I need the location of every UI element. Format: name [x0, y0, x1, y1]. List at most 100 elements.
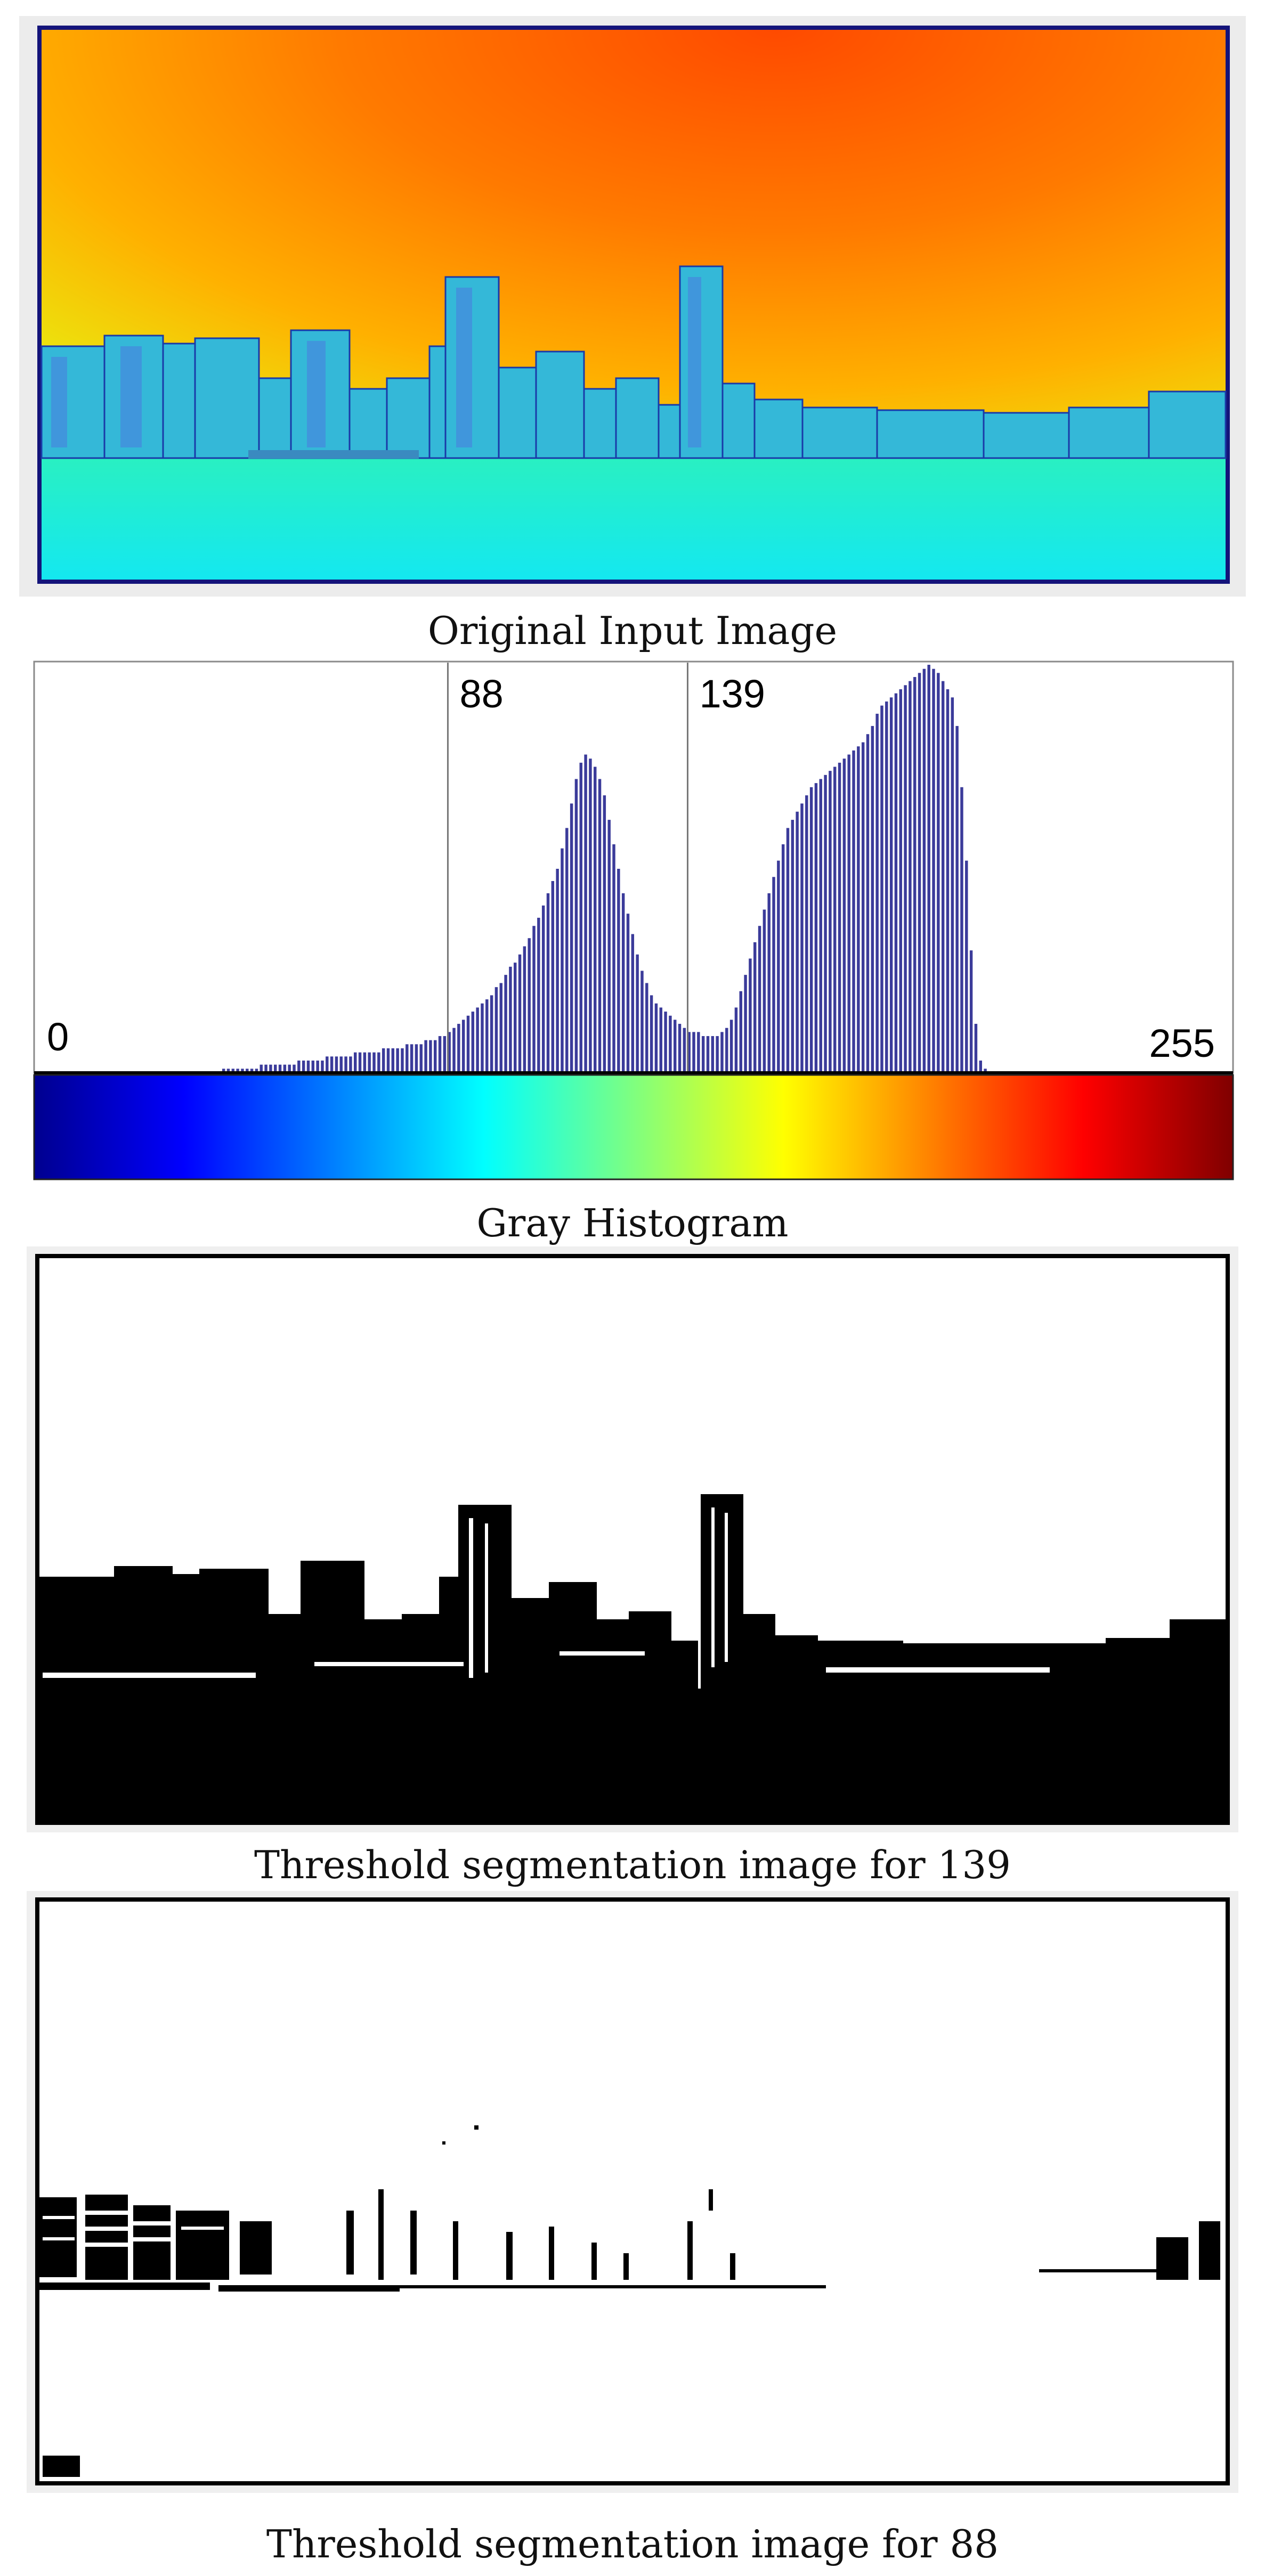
histogram-bar [481, 1003, 484, 1073]
histogram-bar [504, 975, 507, 1073]
histogram-bar [372, 1052, 376, 1073]
histogram-bar [424, 1040, 427, 1073]
histogram-bar [711, 1036, 715, 1073]
histogram-bar [448, 1032, 451, 1073]
histogram-bar [979, 1061, 982, 1073]
histogram-bar [532, 926, 536, 1073]
histogram-bar [692, 1032, 695, 1073]
histogram-bar [561, 848, 564, 1073]
seg139-panel [27, 1246, 1238, 1832]
histogram-bar [269, 1064, 272, 1073]
histogram-bar [476, 1007, 479, 1073]
histogram-bar [814, 783, 818, 1073]
histogram-bar [838, 762, 841, 1073]
histogram-bar [734, 1007, 738, 1073]
histogram-bar [466, 1015, 470, 1073]
histogram-bar [368, 1052, 371, 1073]
histogram-bar [551, 881, 555, 1073]
histogram-bar [809, 787, 813, 1073]
histogram-bar [678, 1024, 682, 1073]
histogram-bar [556, 869, 559, 1073]
histogram-bar [847, 754, 850, 1073]
histogram-bar [574, 779, 578, 1073]
histogram-bar [626, 914, 630, 1073]
histogram-bar [617, 869, 620, 1073]
histogram-bar [960, 787, 963, 1073]
histogram-bar [246, 1069, 249, 1073]
histogram-bar [415, 1044, 418, 1073]
histogram-bar [984, 1069, 987, 1073]
threshold-label-88: 88 [459, 672, 503, 716]
histogram-bar [396, 1048, 399, 1073]
histogram-bar [264, 1064, 267, 1073]
histogram-bar [598, 779, 602, 1073]
histogram-bar [584, 754, 587, 1073]
histogram-bar [800, 803, 804, 1073]
histogram-panel: 88 139 0 255 [33, 661, 1234, 1183]
histogram-bar [330, 1056, 334, 1073]
histogram-bar [969, 950, 973, 1073]
histogram-bar [311, 1061, 315, 1073]
histogram-bar [419, 1044, 423, 1073]
histogram-bar [382, 1048, 385, 1073]
histogram-bar [716, 1036, 719, 1073]
segmentation-image-139 [35, 1254, 1230, 1825]
histogram-bar [894, 693, 898, 1073]
histogram-bar [791, 820, 794, 1073]
histogram-bar [514, 963, 517, 1073]
caption-original: Original Input Image [427, 608, 838, 653]
histogram-bar [485, 999, 489, 1073]
histogram-bar [904, 685, 907, 1073]
histogram-bar [401, 1048, 404, 1073]
histogram-bar [781, 844, 785, 1073]
histogram-bar [909, 681, 912, 1073]
histogram-bar [528, 938, 531, 1073]
histogram-bar [589, 759, 592, 1073]
histogram-bar [612, 844, 615, 1073]
histogram-bar [344, 1056, 347, 1073]
histogram-bar [443, 1036, 447, 1073]
histogram-bar [753, 942, 757, 1073]
histogram-bar [922, 669, 926, 1073]
histogram-bar [857, 746, 860, 1073]
histogram-bar [523, 946, 526, 1073]
histogram-bar [683, 1028, 686, 1073]
original-image-panel [19, 16, 1246, 597]
histogram-bar [796, 811, 799, 1073]
histogram-bar [805, 795, 808, 1073]
histogram-bar [607, 820, 611, 1073]
histogram-bar [918, 673, 921, 1073]
histogram-bar [725, 1028, 728, 1073]
histogram-bar [965, 860, 968, 1073]
histogram-bar [579, 762, 582, 1073]
histogram-bar [306, 1061, 310, 1073]
histogram-bar [541, 905, 545, 1073]
histogram-bar [650, 995, 653, 1073]
histogram-bar [932, 669, 935, 1073]
caption-seg139: Threshold segmentation image for 139 [254, 1843, 1011, 1887]
histogram-bar [640, 971, 644, 1073]
histogram-bar [955, 725, 959, 1073]
histogram-bar [363, 1052, 367, 1073]
caption-seg88: Threshold segmentation image for 88 [266, 2522, 999, 2566]
histogram-bar [494, 987, 498, 1073]
histogram-bar [509, 966, 512, 1073]
histogram-bar [565, 828, 569, 1073]
histogram-chart: 88 139 0 255 [33, 661, 1234, 1180]
histogram-bar [226, 1069, 230, 1073]
histogram-bar [758, 926, 761, 1073]
histogram-bar [278, 1064, 282, 1073]
histogram-bar [288, 1064, 291, 1073]
axis-min-label: 0 [47, 1015, 69, 1059]
histogram-bar [250, 1069, 254, 1073]
histogram-bar [744, 975, 747, 1073]
histogram-bar [842, 759, 846, 1073]
histogram-bar [706, 1036, 710, 1073]
histogram-bar [621, 893, 625, 1073]
histogram-bar [461, 1020, 465, 1073]
histogram-bar [777, 860, 780, 1073]
histogram-bar [471, 1012, 475, 1073]
histogram-bar [786, 828, 790, 1073]
histogram-bar [674, 1020, 677, 1073]
histogram-bar [594, 767, 597, 1073]
